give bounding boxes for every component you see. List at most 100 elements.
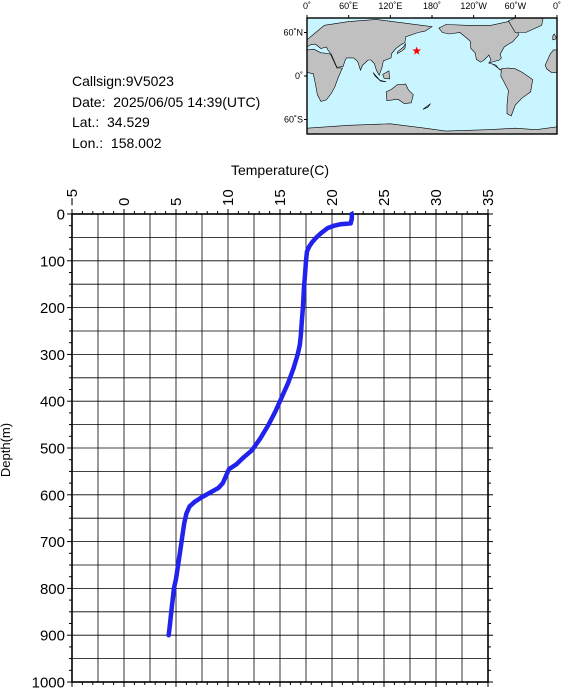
profile-point bbox=[295, 352, 300, 357]
date-label: Date: 2025/06/05 14:39(UTC) bbox=[72, 93, 261, 110]
location-marker bbox=[412, 46, 421, 55]
profile-point bbox=[216, 485, 221, 490]
x-axis-label: Temperature(C) bbox=[231, 162, 329, 178]
profile-point bbox=[184, 511, 189, 516]
y-axis-label: Depth(m) bbox=[0, 423, 13, 477]
x-tick-label: 20 bbox=[324, 189, 341, 206]
profile-point bbox=[338, 222, 343, 227]
profile-point bbox=[223, 474, 228, 479]
profile-point bbox=[301, 286, 306, 291]
profile-point bbox=[169, 605, 174, 610]
profile-point bbox=[298, 333, 303, 338]
longitude-label: Lon.: 158.002 bbox=[72, 134, 162, 151]
latitude-label: Lat.: 34.529 bbox=[72, 114, 150, 130]
y-tick-label: 1000 bbox=[32, 675, 65, 690]
map-lat-label: 60˚S bbox=[284, 115, 303, 125]
map-landmass bbox=[422, 103, 431, 110]
map-landmass bbox=[385, 83, 414, 104]
profile-point bbox=[319, 230, 324, 235]
map-lat-label: 60˚N bbox=[283, 28, 303, 38]
map-landmass bbox=[500, 67, 534, 117]
x-tick-label: −5 bbox=[64, 189, 81, 206]
y-tick-label: 300 bbox=[40, 347, 65, 364]
y-tick-label: 0 bbox=[57, 207, 65, 224]
profile-point bbox=[291, 366, 296, 371]
chart-series bbox=[166, 211, 355, 638]
profile-point bbox=[349, 212, 354, 216]
map-lon-label: 0˚ bbox=[303, 1, 311, 11]
chart-axes: −5 0 5 10 15 20 25 30 35Temperature(C)0100200300… bbox=[0, 162, 497, 690]
map-landmass bbox=[382, 70, 390, 80]
profile-point bbox=[266, 422, 271, 427]
map-landmass bbox=[552, 33, 557, 41]
profile-point bbox=[167, 623, 172, 628]
profile-point bbox=[297, 343, 302, 347]
map-lon-label: 180˚ bbox=[423, 1, 441, 11]
profile-point bbox=[304, 258, 308, 263]
y-tick-label: 700 bbox=[40, 534, 65, 551]
y-tick-label: 100 bbox=[40, 253, 65, 270]
profile-point bbox=[310, 240, 315, 245]
profile-point bbox=[166, 633, 171, 638]
profile-point bbox=[258, 436, 263, 441]
y-tick-label: 200 bbox=[40, 300, 65, 317]
profile-point bbox=[171, 586, 176, 591]
x-tick-label: 35 bbox=[480, 189, 497, 206]
y-tick-label: 600 bbox=[40, 487, 65, 504]
y-tick-label: 500 bbox=[40, 441, 65, 458]
y-tick-label: 400 bbox=[40, 394, 65, 411]
profile-point bbox=[234, 462, 239, 467]
map-landmass bbox=[306, 48, 343, 102]
location-map: 0˚ 60˚E 120˚E 180˚ 120˚W 60˚W 0˚ 60˚N 0˚ 60˚S bbox=[283, 1, 561, 135]
profile-point bbox=[300, 305, 305, 310]
profile-point bbox=[286, 380, 291, 385]
x-tick-label: 25 bbox=[376, 189, 393, 206]
callsign-label: Callsign:9V5023 bbox=[72, 73, 174, 89]
map-lon-label: 60˚E bbox=[339, 1, 358, 11]
map-lon-label: 120˚W bbox=[460, 1, 487, 11]
profile-point bbox=[180, 534, 185, 539]
profile-point bbox=[192, 499, 197, 504]
profile-point bbox=[200, 495, 204, 500]
profile-point bbox=[187, 504, 192, 509]
profile-point bbox=[178, 549, 183, 553]
profile-point bbox=[305, 249, 309, 254]
profile-point bbox=[170, 595, 175, 600]
profile-point bbox=[227, 467, 231, 472]
profile-point bbox=[208, 490, 213, 495]
x-tick-label: 15 bbox=[272, 189, 289, 206]
x-tick-label: 10 bbox=[220, 189, 237, 206]
y-tick-label: 800 bbox=[40, 581, 65, 598]
profile-point bbox=[314, 235, 319, 240]
x-tick-label: 30 bbox=[428, 189, 445, 206]
map-lat-label: 0˚ bbox=[295, 71, 303, 81]
profile-point bbox=[241, 455, 246, 460]
map-landmass bbox=[306, 19, 433, 77]
map-lon-label: 0˚ bbox=[553, 1, 561, 11]
x-tick-label: 0 bbox=[116, 198, 133, 206]
profile-info: Callsign:9V5023 Date: 2025/06/05 14:39(U… bbox=[72, 71, 260, 153]
profile-point bbox=[220, 481, 225, 486]
profile-point bbox=[176, 563, 181, 567]
profile-point bbox=[182, 520, 187, 525]
map-landmass bbox=[396, 43, 406, 55]
profile-point bbox=[174, 577, 178, 581]
chart-grid bbox=[71, 213, 489, 683]
profile-point bbox=[168, 614, 173, 619]
map-lon-label: 120˚E bbox=[378, 1, 402, 11]
profile-point bbox=[307, 244, 312, 249]
profile-point bbox=[349, 216, 354, 221]
profile-point bbox=[280, 394, 285, 399]
profile-point bbox=[325, 226, 330, 230]
map-landmass bbox=[372, 72, 387, 83]
profile-point bbox=[249, 448, 254, 453]
map-lon-label: 60˚W bbox=[505, 1, 527, 11]
profile-point bbox=[273, 408, 278, 413]
profile-point bbox=[299, 319, 304, 324]
profile-point bbox=[348, 221, 353, 226]
profile-point bbox=[303, 272, 307, 277]
x-tick-label: 5 bbox=[168, 198, 185, 206]
y-tick-label: 900 bbox=[40, 628, 65, 645]
profile-point bbox=[332, 223, 337, 228]
